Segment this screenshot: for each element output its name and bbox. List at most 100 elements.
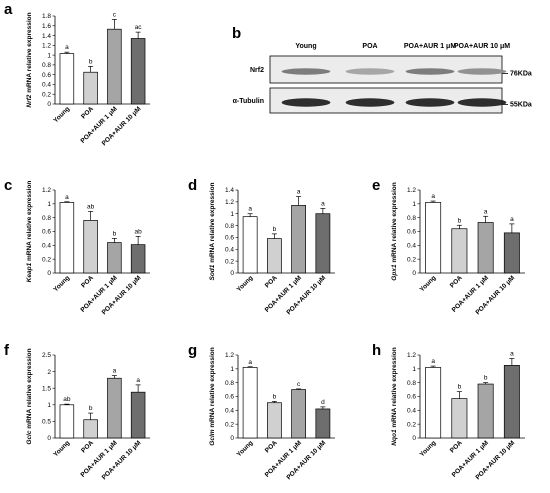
significance-letter: b bbox=[458, 217, 462, 224]
bar bbox=[83, 220, 98, 274]
significance-letter: a bbox=[65, 194, 69, 201]
y-tick-label: 2 bbox=[47, 369, 51, 376]
y-axis-label: Keap1 mRNA relative expression bbox=[26, 181, 33, 283]
size-marker-label: 76KDa bbox=[510, 71, 532, 78]
y-tick-label: 0.2 bbox=[42, 91, 51, 98]
blot-band bbox=[405, 98, 455, 107]
significance-letter: a bbox=[431, 193, 435, 200]
y-tick-label: 1 bbox=[47, 402, 51, 409]
y-tick-label: 0.4 bbox=[407, 408, 416, 415]
blot-band bbox=[345, 98, 395, 107]
significance-letter: a bbox=[136, 377, 140, 384]
bar bbox=[503, 232, 520, 274]
blot-band bbox=[457, 98, 507, 107]
y-tick-label: 0.2 bbox=[225, 421, 234, 428]
bar bbox=[477, 222, 494, 274]
significance-letter: a bbox=[248, 206, 252, 213]
y-tick-label: 0.2 bbox=[225, 258, 234, 265]
x-tick-label: POA bbox=[80, 105, 95, 120]
y-tick-label: 0.4 bbox=[42, 82, 51, 89]
blot-band bbox=[281, 98, 331, 107]
bar bbox=[477, 383, 494, 439]
blot-band bbox=[457, 68, 507, 75]
y-tick-label: 0 bbox=[230, 270, 234, 277]
panel-letter: h bbox=[372, 342, 381, 359]
y-tick-label: 0.4 bbox=[225, 408, 234, 415]
significance-letter: a bbox=[510, 350, 514, 357]
y-axis-label-text: mRNA relative expression bbox=[26, 348, 33, 430]
y-axis-label: Gclc mRNA relative expression bbox=[26, 348, 33, 444]
y-axis-label: Nqo1 mRNA relative expression bbox=[391, 347, 398, 445]
bar bbox=[425, 202, 442, 274]
chart-panel-d: d 0 0.2 0.4 0.6 0.8 1 1.2 1.4 Sod1 mRNA relative … bbox=[188, 177, 335, 316]
significance-letter: c bbox=[113, 11, 117, 18]
y-tick-label: 0.4 bbox=[225, 246, 234, 253]
y-tick-label: 0.4 bbox=[407, 243, 416, 250]
y-tick-label: 0 bbox=[230, 435, 234, 442]
y-tick-label: 1.2 bbox=[407, 352, 416, 359]
blot-band bbox=[281, 68, 331, 75]
bar bbox=[59, 202, 75, 274]
bar bbox=[83, 419, 98, 439]
y-tick-label: 0.4 bbox=[42, 243, 51, 250]
significance-letter: b bbox=[89, 405, 93, 412]
x-tick-label: Young bbox=[52, 274, 71, 293]
bar bbox=[130, 38, 146, 105]
bar bbox=[130, 391, 146, 439]
y-tick-label: 1.2 bbox=[42, 187, 51, 194]
y-tick-label: 0 bbox=[412, 435, 416, 442]
bar bbox=[59, 53, 75, 105]
y-axis-label-gene: Nrf2 bbox=[26, 94, 33, 107]
panel-letter: f bbox=[4, 342, 10, 359]
bar bbox=[107, 242, 122, 274]
bar bbox=[291, 389, 307, 439]
y-tick-label: 0.6 bbox=[407, 229, 416, 236]
bar bbox=[130, 244, 146, 274]
panel-letter: c bbox=[4, 177, 12, 194]
chart-panel-a: a 0 0.2 0.4 0.6 0.8 1 1.2 1.4 1.6 1.8 Nrf2 mRNA rel… bbox=[4, 1, 150, 147]
x-tick-label: POA bbox=[449, 274, 464, 289]
x-tick-label: Young bbox=[236, 439, 255, 458]
blot-band bbox=[405, 68, 455, 75]
y-tick-label: 0.8 bbox=[225, 223, 234, 230]
y-tick-label: 1.2 bbox=[407, 187, 416, 194]
bar bbox=[315, 213, 331, 274]
lane-label: POA bbox=[362, 43, 377, 50]
blot-protein-label: α-Tubulin bbox=[233, 98, 264, 105]
bar bbox=[425, 367, 442, 439]
panel-letter: d bbox=[188, 177, 197, 194]
y-tick-label: 0.2 bbox=[407, 256, 416, 263]
bar bbox=[503, 365, 520, 439]
y-tick-label: 1 bbox=[230, 366, 234, 373]
bar bbox=[83, 71, 98, 105]
significance-letter: b bbox=[273, 393, 277, 400]
y-tick-label: 0.6 bbox=[42, 72, 51, 79]
y-tick-label: 1.6 bbox=[42, 23, 51, 30]
x-tick-label: Young bbox=[236, 274, 255, 293]
blot-band bbox=[345, 68, 395, 75]
size-marker-label: 55KDa bbox=[510, 102, 532, 109]
significance-letter: b bbox=[113, 230, 117, 237]
significance-letter: a bbox=[248, 359, 252, 366]
y-axis-label-text: mRNA relative expression bbox=[391, 347, 398, 429]
significance-letter: b bbox=[273, 226, 277, 233]
y-tick-label: 0 bbox=[47, 101, 51, 108]
y-tick-label: 0.6 bbox=[42, 229, 51, 236]
bar bbox=[59, 404, 75, 439]
y-axis-label-gene: Gclm bbox=[209, 429, 216, 445]
y-axis-label-gene: Gclc bbox=[26, 430, 33, 444]
y-tick-label: 0 bbox=[412, 270, 416, 277]
significance-letter: a bbox=[297, 189, 301, 196]
y-axis-label-gene: Keap1 bbox=[26, 262, 33, 282]
y-tick-label: 1 bbox=[47, 201, 51, 208]
y-axis-label: Nrf2 mRNA relative expression bbox=[26, 12, 33, 107]
bar bbox=[451, 398, 468, 439]
x-tick-label: Young bbox=[419, 274, 438, 293]
significance-letter: a bbox=[510, 216, 514, 223]
y-tick-label: 0 bbox=[47, 270, 51, 277]
bar bbox=[107, 28, 122, 105]
bar bbox=[242, 367, 258, 439]
bar bbox=[266, 238, 282, 274]
